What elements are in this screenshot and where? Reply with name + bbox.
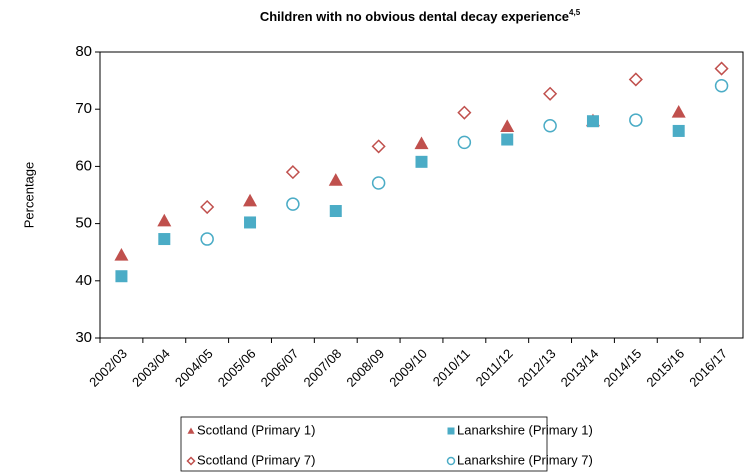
point bbox=[329, 205, 342, 218]
point bbox=[114, 248, 129, 261]
x-tick-label: 2015/16 bbox=[643, 346, 687, 390]
point bbox=[415, 155, 428, 168]
x-tick-label: 2007/08 bbox=[300, 346, 344, 390]
point bbox=[457, 135, 472, 150]
point bbox=[501, 133, 514, 146]
point bbox=[371, 139, 386, 154]
point bbox=[244, 216, 257, 229]
x-tick-label: 2004/05 bbox=[172, 346, 216, 390]
point bbox=[200, 232, 214, 246]
point bbox=[543, 119, 557, 133]
point bbox=[457, 105, 472, 120]
point bbox=[328, 173, 343, 186]
plot-frame bbox=[99, 51, 744, 339]
point bbox=[200, 199, 215, 215]
point bbox=[586, 115, 599, 128]
y-tick-label: 30 bbox=[75, 329, 92, 346]
x-tick-label: 2013/14 bbox=[558, 346, 602, 390]
point bbox=[714, 78, 729, 93]
point bbox=[628, 72, 643, 87]
point bbox=[672, 124, 685, 137]
point bbox=[285, 165, 300, 180]
y-tick-label: 60 bbox=[75, 157, 92, 174]
y-tick-label: 40 bbox=[75, 272, 92, 289]
legend-marker bbox=[447, 427, 455, 435]
title-text: Children with no obvious dental decay ex… bbox=[260, 9, 569, 24]
x-tick-label: 2009/10 bbox=[386, 346, 430, 390]
point bbox=[158, 233, 171, 246]
chart-title: Children with no obvious dental decay ex… bbox=[260, 8, 581, 24]
x-tick-label: 2014/15 bbox=[601, 346, 645, 390]
legend-box bbox=[180, 416, 548, 472]
point bbox=[243, 193, 258, 207]
y-tick-label: 80 bbox=[75, 43, 92, 60]
point bbox=[286, 197, 300, 211]
x-tick-label: 2012/13 bbox=[515, 346, 559, 390]
x-tick-label: 2010/11 bbox=[430, 346, 473, 389]
legend-label: Scotland (Primary 7) bbox=[197, 452, 315, 467]
legend-label: Lanarkshire (Primary 7) bbox=[457, 452, 593, 467]
legend-label: Scotland (Primary 1) bbox=[197, 422, 315, 437]
x-tick-label: 2016/17 bbox=[686, 346, 730, 390]
x-tick-label: 2006/07 bbox=[258, 346, 302, 390]
point bbox=[115, 270, 128, 283]
x-tick-label: 2002/03 bbox=[86, 346, 130, 390]
point bbox=[629, 113, 643, 127]
point bbox=[543, 86, 558, 101]
point bbox=[371, 176, 386, 190]
legend-marker bbox=[187, 427, 195, 434]
y-axis-label: Percentage bbox=[21, 162, 36, 229]
x-tick-label: 2003/04 bbox=[129, 346, 173, 390]
point bbox=[671, 105, 686, 118]
point bbox=[714, 61, 729, 76]
legend-marker bbox=[186, 456, 196, 466]
legend-marker bbox=[446, 456, 456, 466]
point bbox=[414, 136, 429, 150]
x-tick-label: 2008/09 bbox=[343, 346, 387, 390]
y-tick-label: 70 bbox=[75, 100, 92, 117]
x-tick-label: 2005/06 bbox=[215, 346, 259, 390]
y-tick-label: 50 bbox=[75, 215, 92, 232]
point bbox=[500, 119, 515, 132]
title-superscript: 4,5 bbox=[569, 8, 581, 17]
x-tick-label: 2011/12 bbox=[473, 346, 516, 389]
legend-label: Lanarkshire (Primary 1) bbox=[457, 422, 593, 437]
point bbox=[157, 213, 172, 227]
